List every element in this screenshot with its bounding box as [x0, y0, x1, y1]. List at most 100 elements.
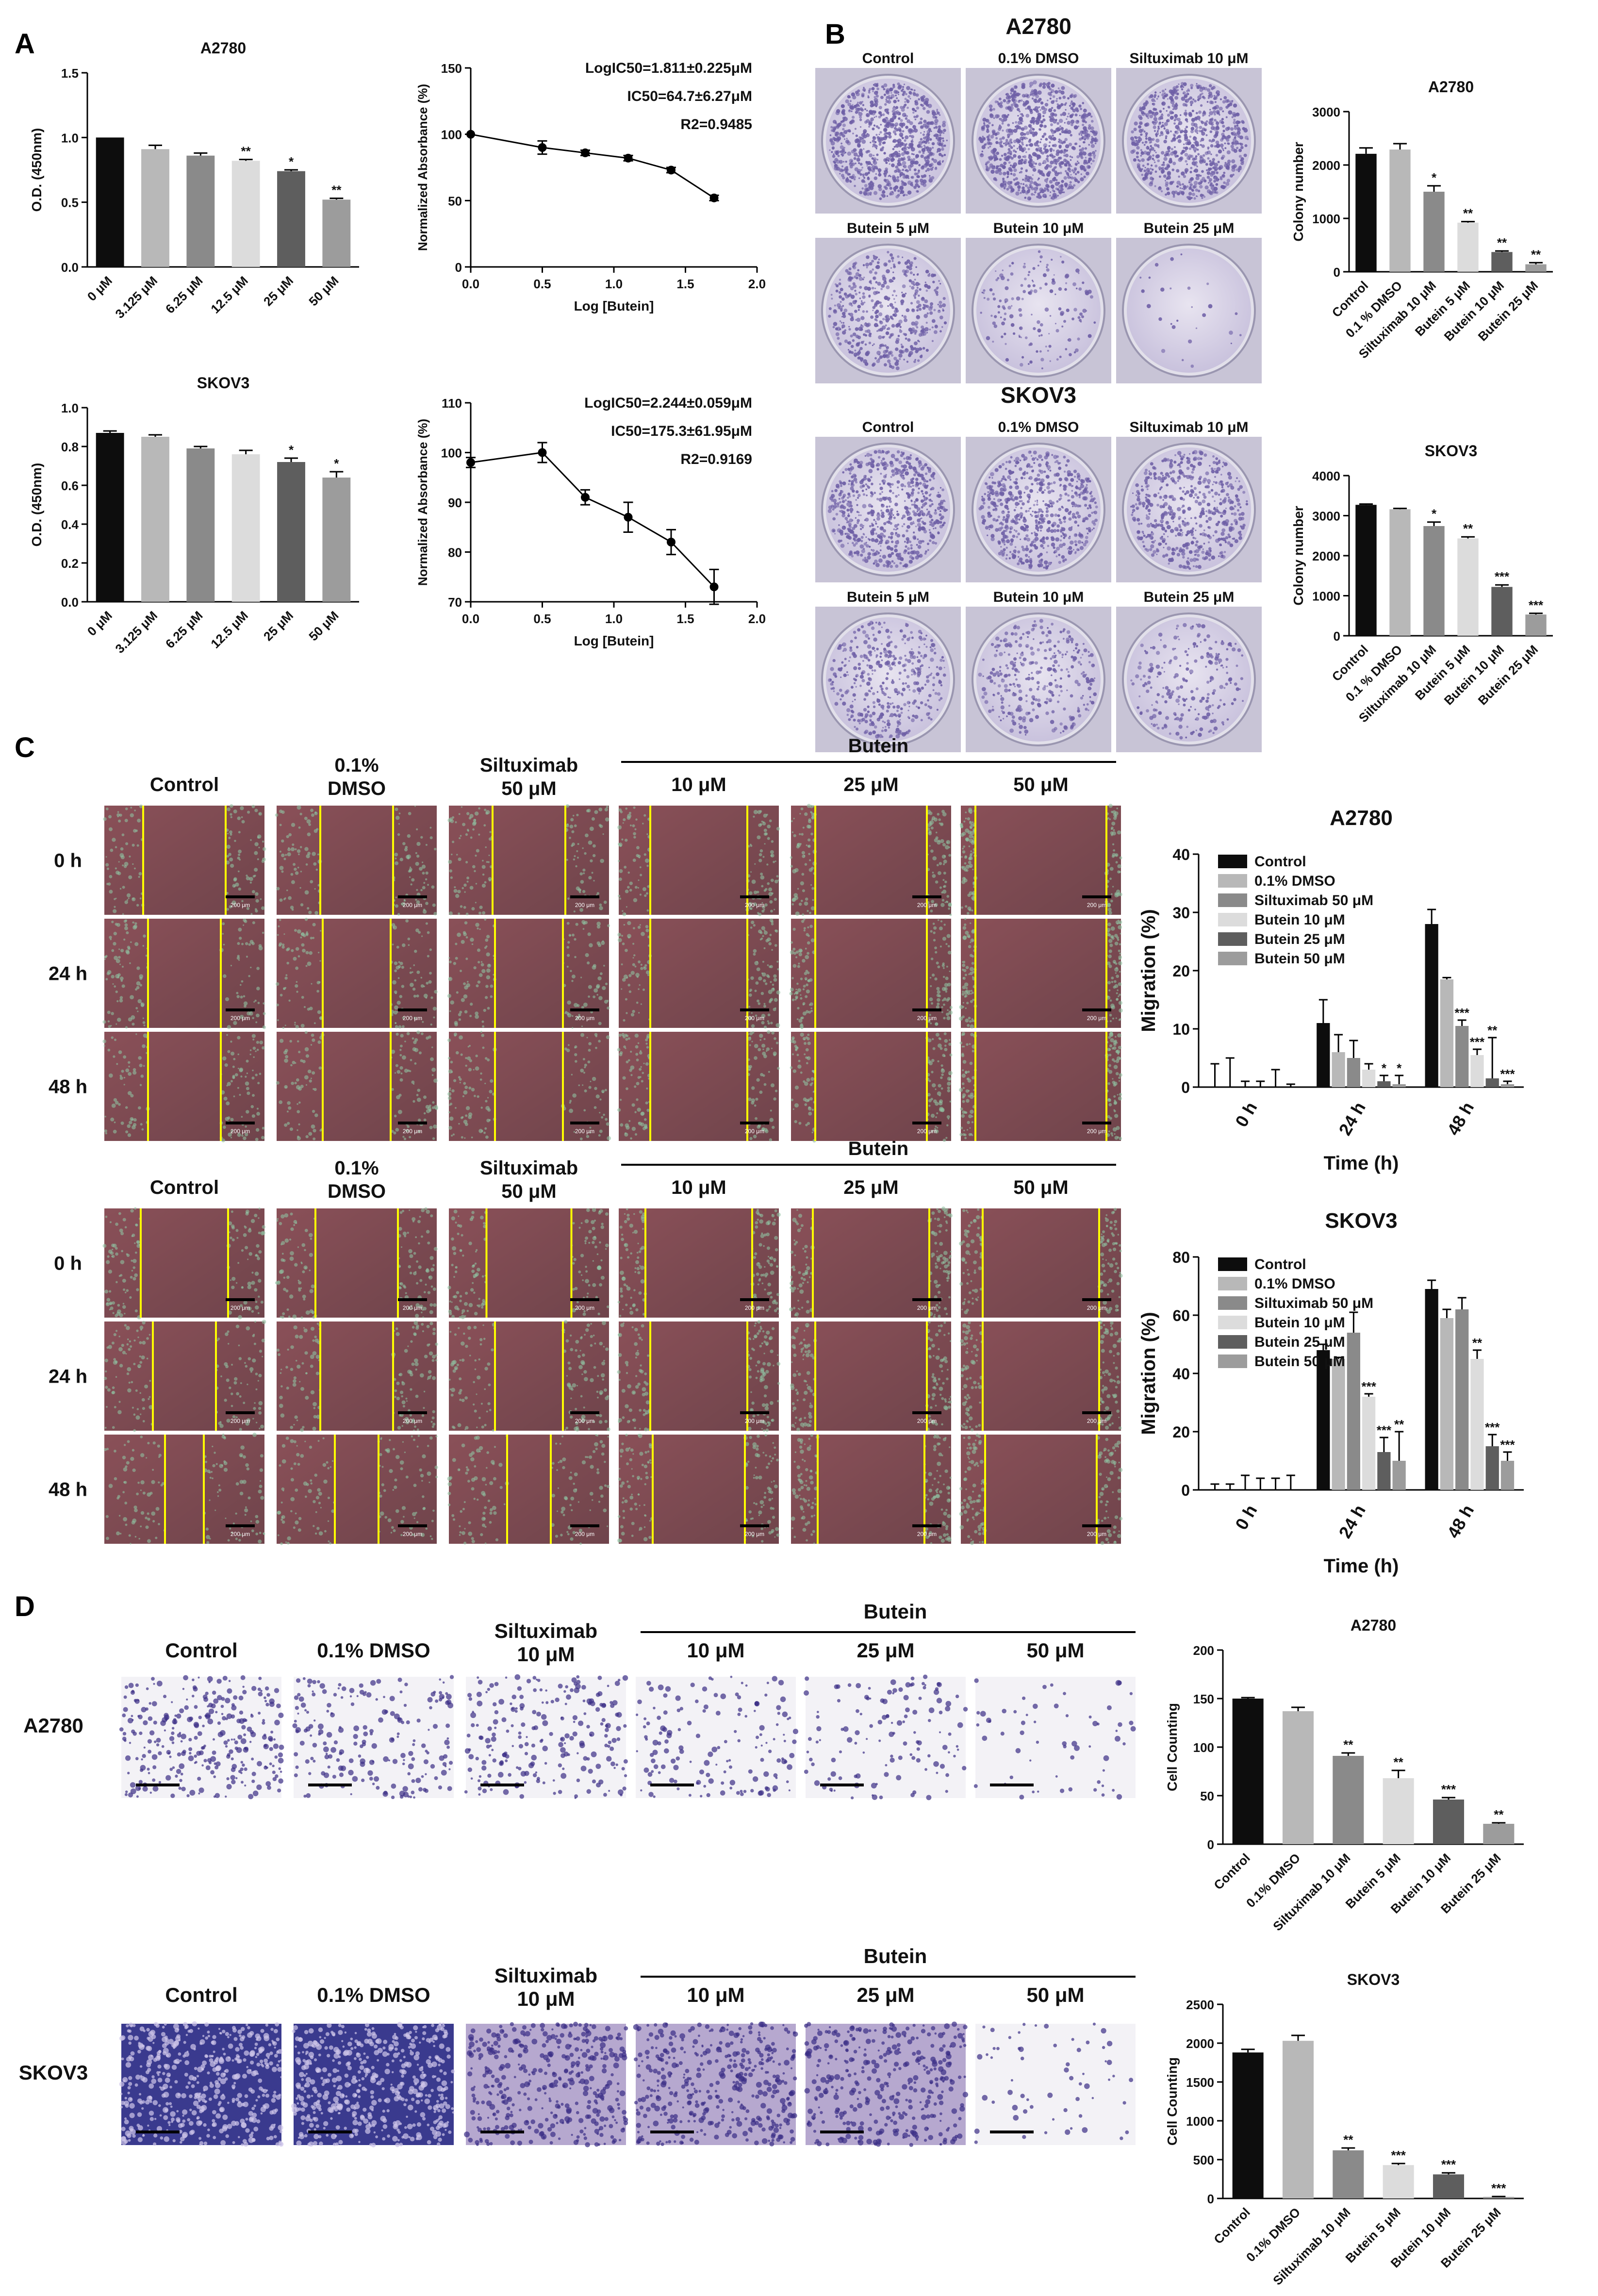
x-tick-label: 25 μM: [261, 608, 296, 644]
colony: [1010, 141, 1013, 144]
colony: [1009, 479, 1012, 481]
colony: [1215, 104, 1219, 109]
colony: [864, 557, 867, 560]
colony: [896, 528, 899, 530]
colony: [840, 174, 844, 178]
colony: [847, 341, 850, 345]
colony: [901, 488, 904, 491]
colony: [1046, 551, 1048, 554]
colony: [996, 158, 999, 161]
colony: [867, 555, 871, 560]
x-tick-label: 2.0: [748, 277, 766, 291]
colony: [938, 131, 940, 133]
colony: [828, 307, 832, 311]
colony: [910, 500, 913, 503]
colony: [1027, 561, 1029, 563]
colony: [852, 95, 857, 99]
colony: [1042, 547, 1045, 549]
colony: [920, 499, 924, 503]
colony: [911, 153, 913, 155]
colony: [1077, 540, 1082, 544]
colony: [1012, 122, 1014, 124]
colony: [1212, 107, 1215, 110]
colony: [983, 523, 985, 525]
colony: [1067, 474, 1070, 477]
colony: [1208, 558, 1211, 561]
colony: [859, 480, 864, 484]
colony: [1038, 334, 1040, 337]
colony: [1010, 172, 1013, 175]
colony: [887, 359, 891, 363]
colony: [1038, 508, 1040, 510]
colony: [842, 494, 846, 497]
colony: [1067, 167, 1071, 170]
colony: [986, 130, 989, 133]
colony: [875, 265, 878, 269]
colony: [875, 314, 879, 319]
colony: [1006, 279, 1010, 281]
colony: [1042, 483, 1045, 486]
colony: [1050, 482, 1053, 485]
colony: [1028, 565, 1032, 569]
colony: [1072, 505, 1074, 508]
colony: [1194, 164, 1196, 166]
data-point: [709, 193, 719, 202]
colony: [894, 185, 899, 190]
colony: [885, 509, 890, 513]
colony: [1067, 499, 1070, 502]
colony: [879, 483, 881, 485]
colony: [1165, 129, 1170, 133]
colony: [1161, 102, 1164, 105]
colony: [937, 494, 941, 498]
colony: [883, 83, 888, 87]
colony: [1060, 187, 1064, 192]
colony: [901, 148, 904, 150]
colony: [902, 93, 905, 96]
x-tick-label: 1.0: [605, 277, 623, 291]
colony: [882, 274, 886, 279]
colony: [1063, 176, 1067, 180]
colony: [842, 128, 845, 131]
colony: [1190, 104, 1192, 106]
colony: [1224, 142, 1226, 145]
colony: [1036, 482, 1039, 485]
colony: [1195, 540, 1199, 544]
colony: [870, 117, 874, 121]
colony: [1170, 257, 1174, 261]
colony: [1029, 198, 1031, 200]
colony: [842, 123, 846, 127]
colony: [1030, 132, 1032, 134]
colony: [1223, 96, 1227, 99]
colony: [1195, 544, 1198, 547]
colony: [1149, 503, 1153, 507]
colony: [926, 167, 930, 172]
colony: [1023, 524, 1026, 526]
data-point: [624, 512, 633, 522]
colony: [1177, 464, 1179, 466]
colony: [1082, 489, 1085, 492]
colony: [862, 295, 866, 299]
colony: [1005, 343, 1007, 345]
colony: [1024, 184, 1028, 187]
colony: [902, 161, 906, 165]
colony: [884, 170, 886, 172]
colony: [1003, 153, 1007, 156]
colony: [1035, 109, 1038, 113]
colony: [1186, 142, 1190, 146]
colony: [923, 145, 926, 147]
colony: [895, 128, 899, 132]
colony: [1230, 127, 1234, 131]
condition-label: Butein 5 μM: [847, 220, 929, 236]
colony: [1083, 543, 1087, 546]
colony: [939, 315, 943, 320]
colony: [1054, 90, 1058, 94]
colony: [874, 357, 877, 360]
colony: [857, 356, 860, 360]
colony: [938, 138, 941, 142]
colony: [1054, 160, 1058, 164]
colony: [1163, 139, 1167, 144]
colony: [1023, 125, 1028, 130]
colony: [1059, 191, 1062, 195]
colony: [1065, 348, 1068, 350]
